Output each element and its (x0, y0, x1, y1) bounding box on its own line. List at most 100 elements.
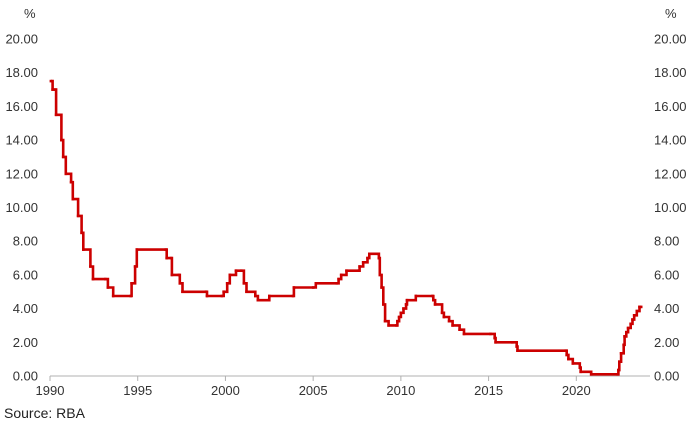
rate-change-point (618, 360, 621, 363)
rate-change-point (54, 113, 58, 117)
rate-change-point (165, 256, 168, 260)
rate-change-point (397, 315, 401, 319)
rate-change-point (579, 370, 582, 374)
rate-change-point (91, 277, 95, 281)
rate-change-point (631, 318, 634, 321)
rate-change-point (82, 248, 85, 251)
rate-change-point (80, 231, 83, 235)
y-tick-label-left: 10.00 (5, 200, 38, 215)
rate-change-point (111, 294, 115, 298)
rate-change-point (49, 79, 53, 83)
y-tick-label-right: 16.00 (654, 99, 687, 114)
rate-change-point (625, 330, 628, 334)
rate-change-point (380, 286, 383, 289)
rate-change-point (462, 332, 466, 336)
rate-change-point (368, 252, 371, 256)
y-tick-label-left: 16.00 (5, 99, 38, 114)
rate-change-point (629, 322, 632, 326)
rate-change-point (256, 298, 260, 302)
rate-change-point (511, 341, 514, 344)
rate-change-point (377, 256, 381, 260)
rate-change-point (54, 88, 57, 91)
y-tick-label-right: 10.00 (654, 200, 687, 215)
rate-change-point (378, 273, 382, 277)
rate-change-point (291, 294, 295, 298)
y-tick-label-right: 20.00 (654, 32, 687, 47)
rate-change-point (431, 294, 434, 298)
rate-change-point (106, 286, 110, 289)
rate-change-point (515, 345, 518, 348)
y-tick-label-left: 0.00 (13, 369, 38, 384)
series-group (49, 79, 643, 376)
rate-change-point (402, 307, 405, 310)
source-note: Source: RBA (4, 405, 85, 421)
x-tick-label: 2010 (386, 383, 415, 398)
rate-change-point (366, 256, 369, 260)
y-tick-label-right: 8.00 (654, 234, 679, 249)
y-tick-label-left: 20.00 (5, 32, 38, 47)
rate-change-point (311, 286, 315, 289)
right-unit-label: % (665, 6, 677, 21)
rate-change-point (314, 282, 318, 285)
rate-change-point (205, 294, 209, 298)
rate-change-point (399, 311, 403, 315)
y-tick-label-left: 14.00 (5, 133, 38, 148)
rate-change-point (567, 357, 570, 361)
rate-change-point (632, 314, 636, 317)
left-unit-label: % (24, 6, 36, 21)
rate-change-point (267, 298, 270, 302)
rate-change-point (357, 269, 361, 272)
rate-change-point (635, 309, 639, 313)
rate-change-point (69, 180, 73, 184)
cash-rate-line (50, 79, 642, 376)
rate-change-point (239, 269, 243, 272)
y-tick-label-left: 2.00 (13, 335, 38, 350)
y-tick-label-right: 0.00 (654, 369, 679, 384)
rate-change-point (225, 282, 229, 285)
rate-change-point (442, 315, 446, 319)
rate-change-point (387, 324, 390, 327)
axes: 0.00 0.00 2.00 2.00 4.00 4.00 6.00 6.00 8.00 8.00… (5, 32, 686, 399)
y-tick-label-right: 18.00 (654, 65, 687, 80)
y-tick-label-left: 18.00 (5, 65, 38, 80)
rate-change-point (578, 366, 582, 369)
y-tick-label-left: 12.00 (5, 166, 38, 181)
rate-change-point (228, 273, 232, 277)
rate-change-point (383, 319, 387, 323)
rate-change-point (565, 353, 568, 357)
rate-change-point (129, 294, 132, 298)
rate-change-point (135, 248, 139, 251)
rate-change-point (59, 113, 62, 117)
rate-change-point (404, 303, 408, 306)
rate-change-point (432, 298, 435, 302)
rate-change-point (220, 294, 224, 298)
rate-change-point (447, 319, 451, 323)
rate-change-point (164, 248, 168, 251)
rate-change-point (178, 282, 182, 285)
rate-change-point (170, 273, 174, 277)
rate-change-point (71, 197, 75, 201)
y-tick-label-right: 6.00 (654, 267, 679, 282)
y-tick-label-left: 4.00 (13, 301, 38, 316)
y-tick-label-right: 2.00 (654, 335, 679, 350)
rate-change-point (64, 172, 68, 176)
rate-change-point (361, 261, 365, 264)
rate-change-point (292, 286, 296, 289)
rate-change-point (358, 265, 361, 268)
rate-change-point (60, 138, 63, 142)
y-tick-label-left: 6.00 (13, 267, 38, 282)
rate-change-point (133, 265, 137, 268)
rate-change-point (489, 332, 492, 336)
rate-change-point (181, 290, 184, 293)
rate-change-point (589, 373, 593, 376)
rate-change-point (516, 349, 519, 352)
x-tick-label: 2015 (474, 383, 503, 398)
rate-change-point (617, 368, 620, 372)
x-tick-label: 1990 (36, 383, 65, 398)
rate-change-point (414, 294, 418, 298)
y-tick-label-right: 14.00 (654, 133, 687, 148)
y-tick-label-right: 12.00 (654, 166, 687, 181)
rate-change-point (254, 294, 257, 298)
rate-change-point (61, 155, 65, 159)
